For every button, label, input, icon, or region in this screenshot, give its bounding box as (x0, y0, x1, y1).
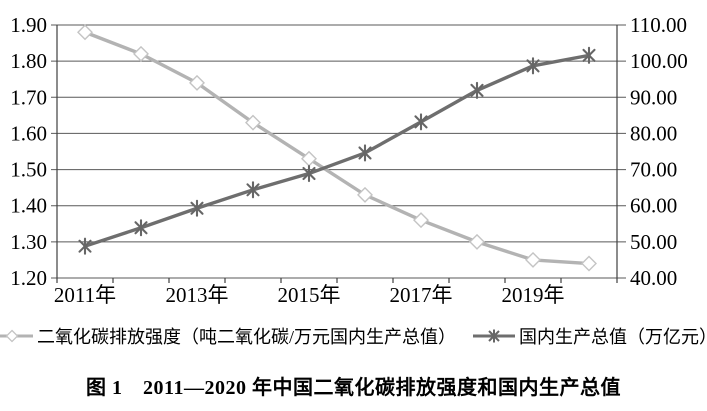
x-axis-label: 2013年 (166, 283, 229, 307)
line-chart: 1.90 110.00 1.80 100.00 1.70 90.00 1.60 80.00 1.… (10, 13, 688, 307)
legend-label-gdp: 国内生产总值（万亿元） (519, 327, 707, 347)
y-axis-label-right: 70.00 (630, 158, 677, 182)
y-axis-label-right: 40.00 (630, 266, 677, 290)
series-co2-intensity-marker (77, 24, 93, 41)
series-gdp-marker (190, 201, 204, 215)
series-gdp-marker (526, 59, 540, 73)
y-axis-label-left: 1.50 (10, 158, 47, 182)
x-axis-label: 2019年 (502, 283, 565, 307)
y-axis-label-right: 50.00 (630, 230, 677, 254)
series-co2-intensity-marker (469, 233, 485, 250)
y-axis-label-left: 1.90 (10, 13, 47, 37)
y-axis-label-right: 110.00 (630, 13, 687, 37)
figure-caption: 图 1 2011—2020 年中国二氧化碳排放强度和国内生产总值 (86, 377, 621, 399)
asterisk-marker-icon (473, 329, 515, 343)
series-gdp-marker (246, 183, 260, 197)
y-axis-label-left: 1.60 (10, 121, 47, 145)
x-axis-label: 2011年 (54, 283, 116, 307)
series-gdp-marker (78, 239, 92, 253)
series-gdp-marker (302, 166, 316, 181)
series-gdp-marker (414, 115, 428, 129)
series-gdp-marker (358, 146, 372, 160)
legend-label-co2-intensity: 二氧化碳排放强度（吨二氧化碳/万元国内生产总值） (37, 327, 456, 347)
series-co2-intensity-marker (189, 74, 205, 91)
series-co2-intensity-marker (133, 45, 149, 62)
legend-item-gdp: 国内生产总值（万亿元） (472, 323, 707, 349)
y-axis-label-right: 100.00 (630, 49, 688, 73)
series-gdp-marker (134, 221, 148, 235)
series-co2-intensity-marker (357, 186, 373, 203)
series-co2-intensity-marker (525, 251, 541, 268)
chart-legend: 二氧化碳排放强度（吨二氧化碳/万元国内生产总值） 国内生产总值（万亿元） (0, 323, 707, 349)
y-axis-label-left: 1.70 (10, 85, 47, 109)
x-axis-label: 2015年 (278, 283, 341, 307)
y-axis-label-left: 1.20 (10, 266, 47, 290)
series-gdp-line (83, 53, 591, 248)
y-axis-label-right: 80.00 (630, 121, 677, 145)
series-co2-intensity-marker (245, 114, 261, 131)
x-axis-label: 2017年 (390, 283, 453, 307)
series-gdp-marker (582, 48, 596, 62)
series-co2-intensity-line (83, 30, 591, 266)
y-axis-label-left: 1.30 (10, 230, 47, 254)
y-axis-label-left: 1.40 (10, 194, 47, 218)
y-axis-label-left: 1.80 (10, 49, 47, 73)
y-axis-label-right: 60.00 (630, 194, 677, 218)
series-co2-intensity-marker (413, 212, 429, 229)
legend-item-co2-intensity: 二氧化碳排放强度（吨二氧化碳/万元国内生产总值） (0, 323, 456, 349)
series-co2-intensity-marker (581, 255, 597, 272)
y-axis-label-right: 90.00 (630, 85, 677, 109)
series-gdp-marker (470, 83, 484, 97)
diamond-marker-icon (0, 329, 33, 343)
